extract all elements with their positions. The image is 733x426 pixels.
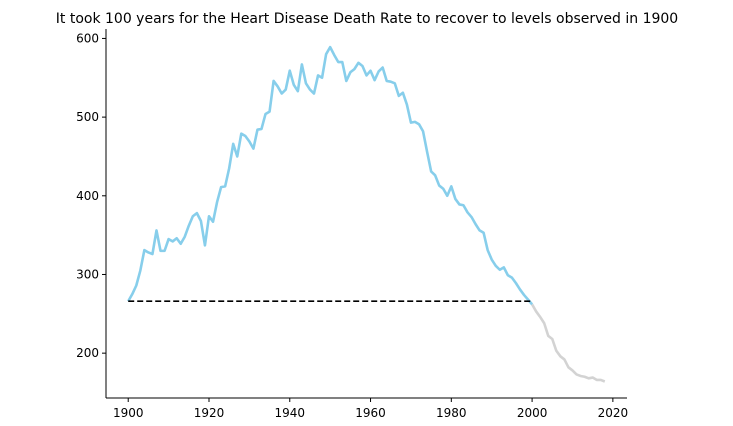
y-tick-label: 400 xyxy=(76,189,99,203)
y-tick-label: 500 xyxy=(76,110,99,124)
plot-lines xyxy=(127,45,606,383)
x-tick-label: 1980 xyxy=(436,406,467,420)
x-tick-label: 1940 xyxy=(274,406,305,420)
line-remainder xyxy=(530,303,606,383)
y-axis-ticks: 200 300 400 500 600 xyxy=(76,31,106,360)
chart-title: It took 100 years for the Heart Disease … xyxy=(56,11,678,27)
x-tick-label: 1960 xyxy=(355,406,386,420)
line-highlight xyxy=(127,45,534,306)
x-tick-label: 1900 xyxy=(113,406,144,420)
x-tick-label: 2000 xyxy=(517,406,548,420)
x-tick-label: 2020 xyxy=(598,406,629,420)
x-tick-label: 1920 xyxy=(194,406,225,420)
y-tick-label: 600 xyxy=(76,31,99,45)
x-axis-ticks: 1900 1920 1940 1960 1980 2000 2020 xyxy=(113,398,628,420)
y-tick-label: 300 xyxy=(76,267,99,281)
y-tick-label: 200 xyxy=(76,346,99,360)
